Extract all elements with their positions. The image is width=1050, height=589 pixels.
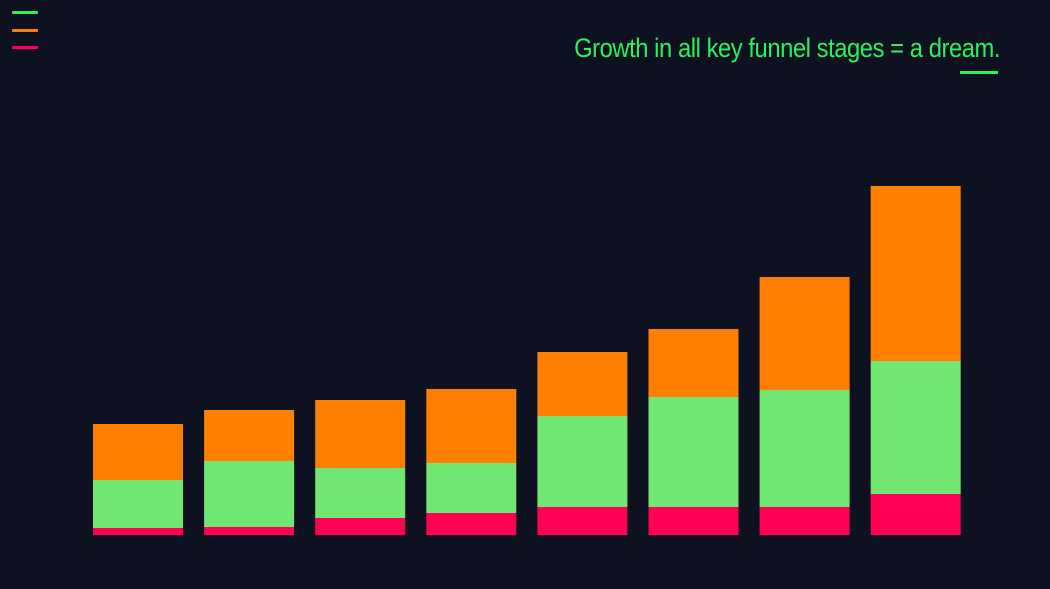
title-underline-accent <box>960 71 998 74</box>
bar-2-segment-1 <box>204 527 295 535</box>
bar-6-segment-3 <box>648 329 739 397</box>
bar-1-segment-2 <box>93 480 183 528</box>
bar-4-segment-2 <box>426 463 517 513</box>
bar-8-segment-3 <box>870 186 961 361</box>
bar-2-segment-2 <box>204 461 295 527</box>
bar-7-segment-1 <box>759 507 850 535</box>
bar-8-segment-2 <box>870 361 961 494</box>
bar-7-segment-2 <box>759 390 850 507</box>
bar-6-segment-1 <box>648 507 739 535</box>
menu-line-orange <box>12 29 38 32</box>
bar-5-segment-1 <box>537 507 628 535</box>
bar-4-segment-3 <box>426 389 517 463</box>
menu-line-green <box>12 11 38 14</box>
bar-3-segment-3 <box>315 400 406 468</box>
bars-group <box>93 186 961 535</box>
bar-6-segment-2 <box>648 397 739 507</box>
bar-2-segment-3 <box>204 410 295 461</box>
bar-4-segment-1 <box>426 513 517 535</box>
bar-7-segment-3 <box>759 277 850 390</box>
bar-8-segment-1 <box>870 494 961 535</box>
bar-5-segment-2 <box>537 416 628 507</box>
chart-title: Growth in all key funnel stages = a drea… <box>574 33 1000 63</box>
bar-3-segment-2 <box>315 468 406 518</box>
bar-5-segment-3 <box>537 352 628 416</box>
menu-line-red <box>12 46 38 49</box>
bar-3-segment-1 <box>315 518 406 535</box>
hamburger-menu-icon[interactable] <box>12 11 38 51</box>
bar-1-segment-3 <box>93 424 183 480</box>
bar-1-segment-1 <box>93 528 183 535</box>
